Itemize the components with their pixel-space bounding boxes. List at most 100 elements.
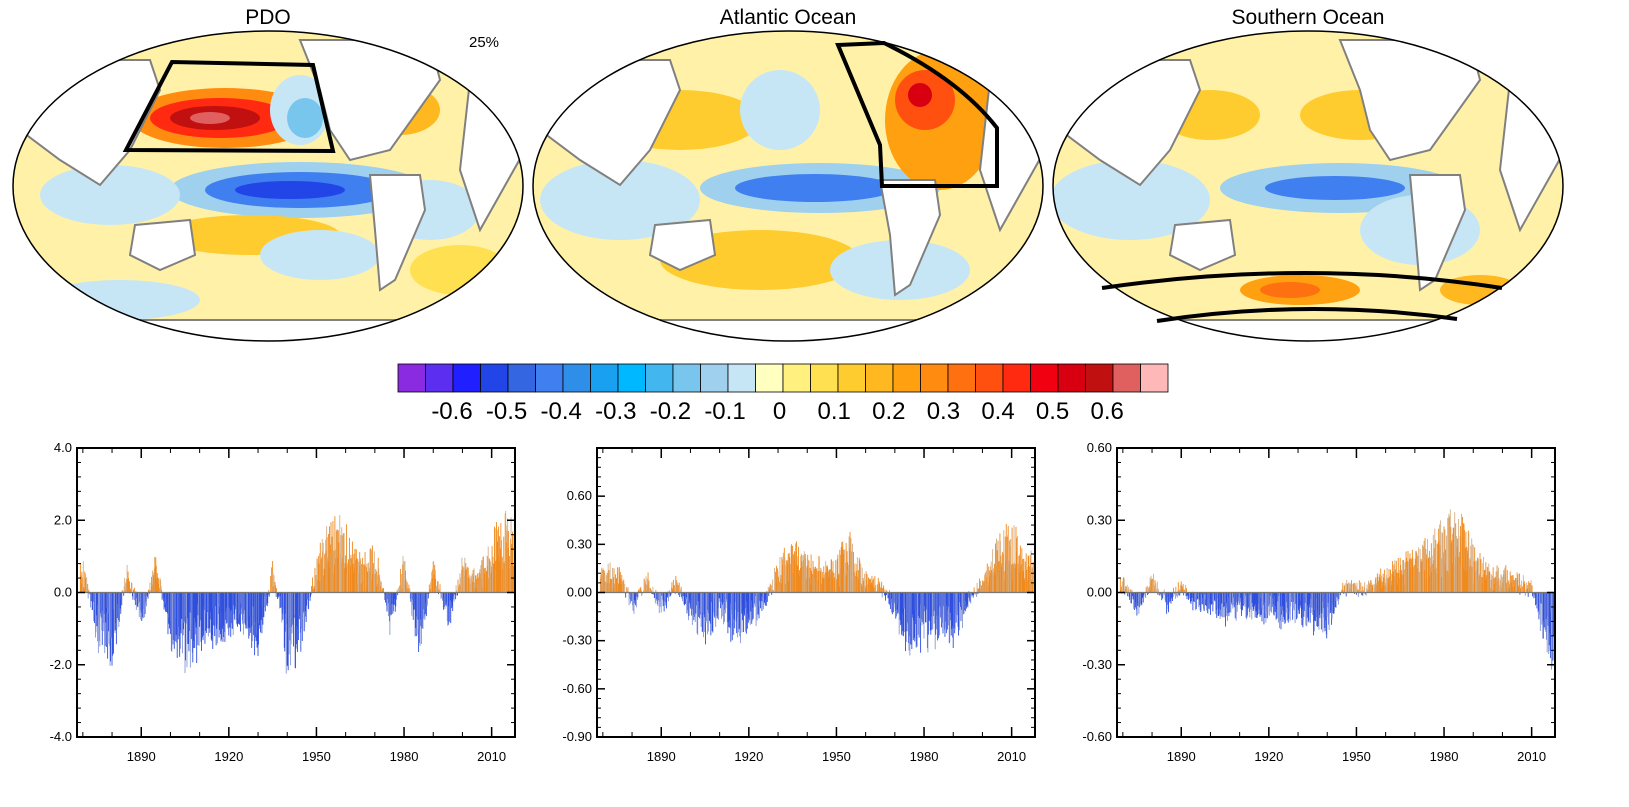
bar [422, 592, 423, 621]
bar [1386, 567, 1388, 593]
bar [402, 556, 404, 593]
bar [243, 592, 245, 614]
bar [664, 592, 666, 602]
bar [603, 570, 605, 593]
bar [1474, 571, 1476, 593]
bar [1211, 592, 1213, 602]
bar [87, 583, 89, 593]
bar [1320, 592, 1322, 611]
bar [375, 569, 377, 593]
bar [854, 575, 856, 593]
bar [819, 571, 821, 593]
bar [1132, 592, 1133, 597]
bar [1209, 592, 1211, 615]
bar [1388, 569, 1390, 593]
bar [830, 559, 832, 593]
bar [793, 554, 795, 593]
bar [1130, 592, 1132, 604]
bar [339, 554, 341, 593]
bar [989, 573, 991, 593]
bar [1550, 592, 1552, 613]
bar [217, 592, 219, 614]
bar [1295, 592, 1297, 604]
bar [80, 583, 82, 593]
bar [1449, 509, 1451, 593]
bar [815, 569, 817, 593]
bar [1130, 590, 1132, 593]
bar [329, 526, 330, 593]
bar [1333, 592, 1334, 614]
bar [505, 525, 507, 593]
bar [1463, 568, 1464, 593]
bar [199, 592, 201, 620]
bar [373, 565, 375, 593]
bar [1445, 535, 1447, 593]
bar [408, 591, 410, 593]
bar [476, 578, 478, 593]
bar [682, 592, 684, 597]
bar [1516, 578, 1517, 593]
bar [298, 592, 300, 616]
bar [1011, 527, 1013, 593]
bar [294, 592, 296, 668]
bar [140, 592, 142, 620]
bar [972, 592, 974, 595]
bar [96, 592, 98, 627]
bar [778, 576, 779, 593]
bar [1290, 592, 1292, 598]
bar [238, 592, 240, 624]
bar [1271, 592, 1273, 613]
bar [350, 566, 351, 593]
y-tick-label: -0.60 [562, 681, 592, 696]
bar [169, 592, 171, 634]
colorbar-label: 0.6 [1091, 398, 1124, 425]
bar [1291, 592, 1293, 601]
bar [1382, 585, 1384, 593]
bar [1477, 557, 1479, 593]
bar [345, 555, 347, 593]
bar [733, 592, 735, 620]
bar [970, 592, 972, 597]
bar [1307, 592, 1309, 606]
bar [912, 592, 914, 641]
bar [234, 592, 236, 620]
bar [691, 592, 693, 616]
bar [1326, 592, 1328, 617]
bar [300, 592, 302, 627]
bar [291, 592, 293, 628]
bar [727, 592, 729, 634]
bar [816, 568, 818, 593]
bar [1383, 577, 1385, 593]
bar [333, 564, 335, 593]
bar [115, 592, 117, 624]
bar [931, 592, 933, 617]
bar [609, 583, 611, 593]
bar [164, 592, 166, 598]
bar [299, 592, 301, 616]
bar [900, 592, 902, 625]
bar [1233, 592, 1235, 608]
bar [1472, 544, 1474, 593]
bar [1409, 559, 1410, 593]
bar [691, 592, 693, 625]
bar [1539, 592, 1541, 631]
x-tick-label: 2010 [477, 749, 506, 764]
bar [1494, 583, 1496, 593]
bar [386, 592, 388, 612]
bar [1237, 592, 1239, 598]
bar [982, 582, 984, 593]
bar [256, 592, 258, 648]
bar [95, 592, 97, 616]
colorbar-label: -0.4 [541, 398, 582, 425]
bar [1132, 592, 1134, 600]
bar [107, 592, 109, 644]
bar [701, 592, 703, 619]
bar [136, 592, 138, 606]
bar [244, 592, 246, 625]
bar [410, 592, 412, 602]
bar [1164, 592, 1166, 596]
bar [882, 587, 884, 593]
bar [1354, 584, 1356, 593]
bar [693, 592, 695, 617]
bar [825, 572, 827, 593]
